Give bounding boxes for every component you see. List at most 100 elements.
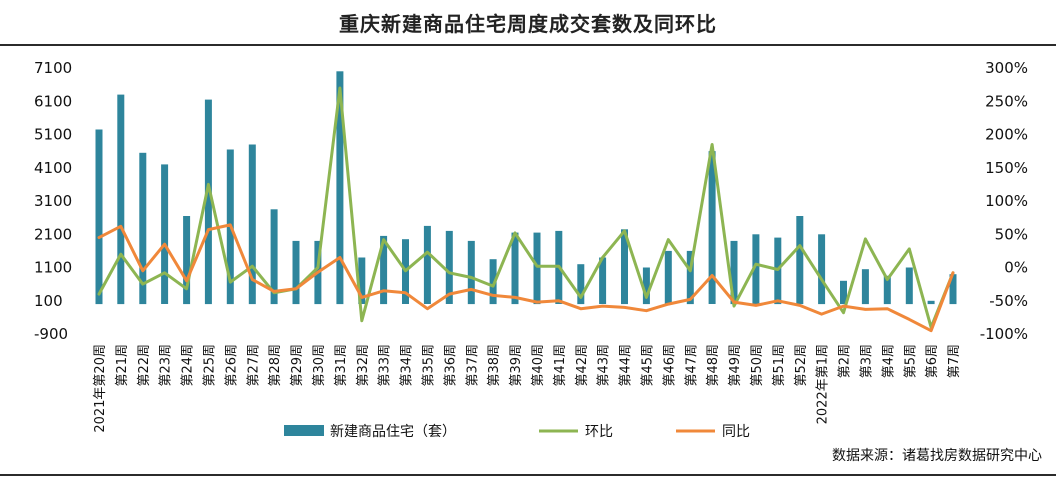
bar bbox=[730, 240, 738, 305]
category-label: 第35周 bbox=[421, 344, 436, 387]
category-label: 2021年第20周 bbox=[93, 344, 108, 433]
bar bbox=[380, 235, 388, 305]
yoy-line bbox=[97, 223, 955, 333]
legend-swatch-bar bbox=[284, 425, 324, 436]
category-label: 第21周 bbox=[115, 344, 130, 387]
chart-title: 重庆新建商品住宅周度成交套数及同环比 bbox=[339, 11, 717, 36]
category-label: 第30周 bbox=[312, 344, 327, 387]
bar bbox=[818, 234, 826, 305]
category-label: 第29周 bbox=[290, 344, 305, 387]
category-label: 第37周 bbox=[465, 344, 480, 387]
bar bbox=[883, 275, 891, 305]
left-tick-label: 7100 bbox=[34, 59, 72, 77]
bar bbox=[358, 257, 366, 304]
right-tick-label: 250% bbox=[985, 92, 1028, 110]
left-tick-label: 5100 bbox=[34, 126, 72, 144]
right-tick-label: -100% bbox=[980, 325, 1028, 343]
category-label: 第43周 bbox=[597, 344, 612, 387]
category-label: 第51周 bbox=[772, 344, 787, 387]
category-label: 第24周 bbox=[181, 344, 196, 387]
bar bbox=[861, 269, 869, 305]
category-label: 第52周 bbox=[794, 344, 809, 387]
bar bbox=[796, 216, 804, 305]
category-label: 第33周 bbox=[378, 344, 393, 387]
category-label: 第42周 bbox=[575, 344, 590, 387]
bar bbox=[752, 234, 760, 305]
category-label: 第45周 bbox=[640, 344, 655, 387]
legend-label-mom: 环比 bbox=[585, 424, 613, 440]
bar bbox=[489, 259, 497, 305]
title-bar: 重庆新建商品住宅周度成交套数及同环比 bbox=[0, 0, 1056, 46]
bar bbox=[117, 94, 125, 305]
category-label: 第47周 bbox=[684, 344, 699, 387]
bar bbox=[270, 209, 278, 305]
category-label: 第22周 bbox=[137, 344, 152, 387]
category-label: 第50周 bbox=[750, 344, 765, 387]
category-label: 第26周 bbox=[224, 344, 239, 387]
category-label: 第28周 bbox=[268, 344, 283, 387]
right-axis: 300% 250% 200% 150% 100% 50% 0% -50% -100% bbox=[980, 59, 1028, 343]
category-label: 第48周 bbox=[706, 344, 721, 387]
category-label: 第40周 bbox=[531, 344, 546, 387]
line-series bbox=[97, 86, 955, 333]
bar bbox=[445, 230, 453, 304]
bar bbox=[292, 240, 300, 305]
legend-label-yoy: 同比 bbox=[722, 424, 750, 440]
bottom-rule bbox=[0, 474, 1056, 476]
bar bbox=[599, 257, 607, 304]
bar bbox=[927, 300, 935, 305]
bar bbox=[183, 216, 191, 305]
category-label: 第44周 bbox=[619, 344, 634, 387]
right-tick-label: 50% bbox=[995, 225, 1028, 243]
category-label: 第49周 bbox=[728, 344, 743, 387]
category-label: 第2周 bbox=[838, 344, 853, 378]
category-label: 第39周 bbox=[509, 344, 524, 387]
bar bbox=[139, 152, 147, 305]
right-tick-label: 0% bbox=[1004, 259, 1028, 277]
left-tick-label: 6100 bbox=[34, 92, 72, 110]
left-tick-label: 4100 bbox=[34, 159, 72, 177]
category-label: 第3周 bbox=[859, 344, 874, 378]
left-axis: 7100 6100 5100 4100 3100 2100 1100 100 -900 bbox=[34, 59, 72, 343]
category-axis: 2021年第20周 第21周 第22周 第23周 第24周 第25周 第26周 第27周 第28… bbox=[93, 344, 962, 433]
legend-label-bar: 新建商品住宅（套） bbox=[330, 424, 456, 440]
bar bbox=[336, 71, 344, 305]
category-label: 第27周 bbox=[246, 344, 261, 387]
category-label: 第4周 bbox=[881, 344, 896, 378]
legend: 新建商品住宅（套） 环比 同比 bbox=[284, 424, 750, 440]
category-label: 第31周 bbox=[334, 344, 349, 387]
bar bbox=[511, 232, 519, 305]
bar bbox=[708, 151, 716, 304]
left-tick-label: 2100 bbox=[34, 225, 72, 243]
category-label: 第34周 bbox=[400, 344, 415, 387]
mom-line bbox=[97, 86, 955, 329]
bar bbox=[664, 250, 672, 305]
bar bbox=[423, 225, 431, 304]
left-tick-label: 1100 bbox=[34, 259, 72, 277]
category-label: 第41周 bbox=[553, 344, 568, 387]
bar bbox=[577, 264, 585, 305]
left-tick-label: 3100 bbox=[34, 192, 72, 210]
bar bbox=[621, 229, 628, 305]
right-tick-label: 300% bbox=[985, 59, 1028, 77]
bar bbox=[204, 99, 212, 305]
category-label: 第7周 bbox=[947, 344, 962, 378]
bar bbox=[949, 274, 957, 305]
left-tick-label: -900 bbox=[34, 325, 68, 343]
bar bbox=[905, 267, 913, 305]
bar bbox=[95, 129, 103, 305]
bar bbox=[248, 144, 256, 305]
category-label: 第36周 bbox=[443, 344, 458, 387]
combo-chart: 7100 6100 5100 4100 3100 2100 1100 100 -900 300%… bbox=[34, 59, 1028, 440]
category-label: 第46周 bbox=[662, 344, 677, 387]
category-label: 第38周 bbox=[487, 344, 502, 387]
bar bbox=[840, 280, 847, 305]
bar bbox=[533, 232, 541, 305]
right-tick-label: 100% bbox=[985, 192, 1028, 210]
bar bbox=[467, 240, 475, 305]
category-label: 2022年第1周 bbox=[816, 344, 831, 424]
right-tick-label: 200% bbox=[985, 126, 1028, 144]
category-label: 第25周 bbox=[202, 344, 217, 387]
source-note: 数据来源：诸葛找房数据研究中心 bbox=[832, 448, 1042, 464]
